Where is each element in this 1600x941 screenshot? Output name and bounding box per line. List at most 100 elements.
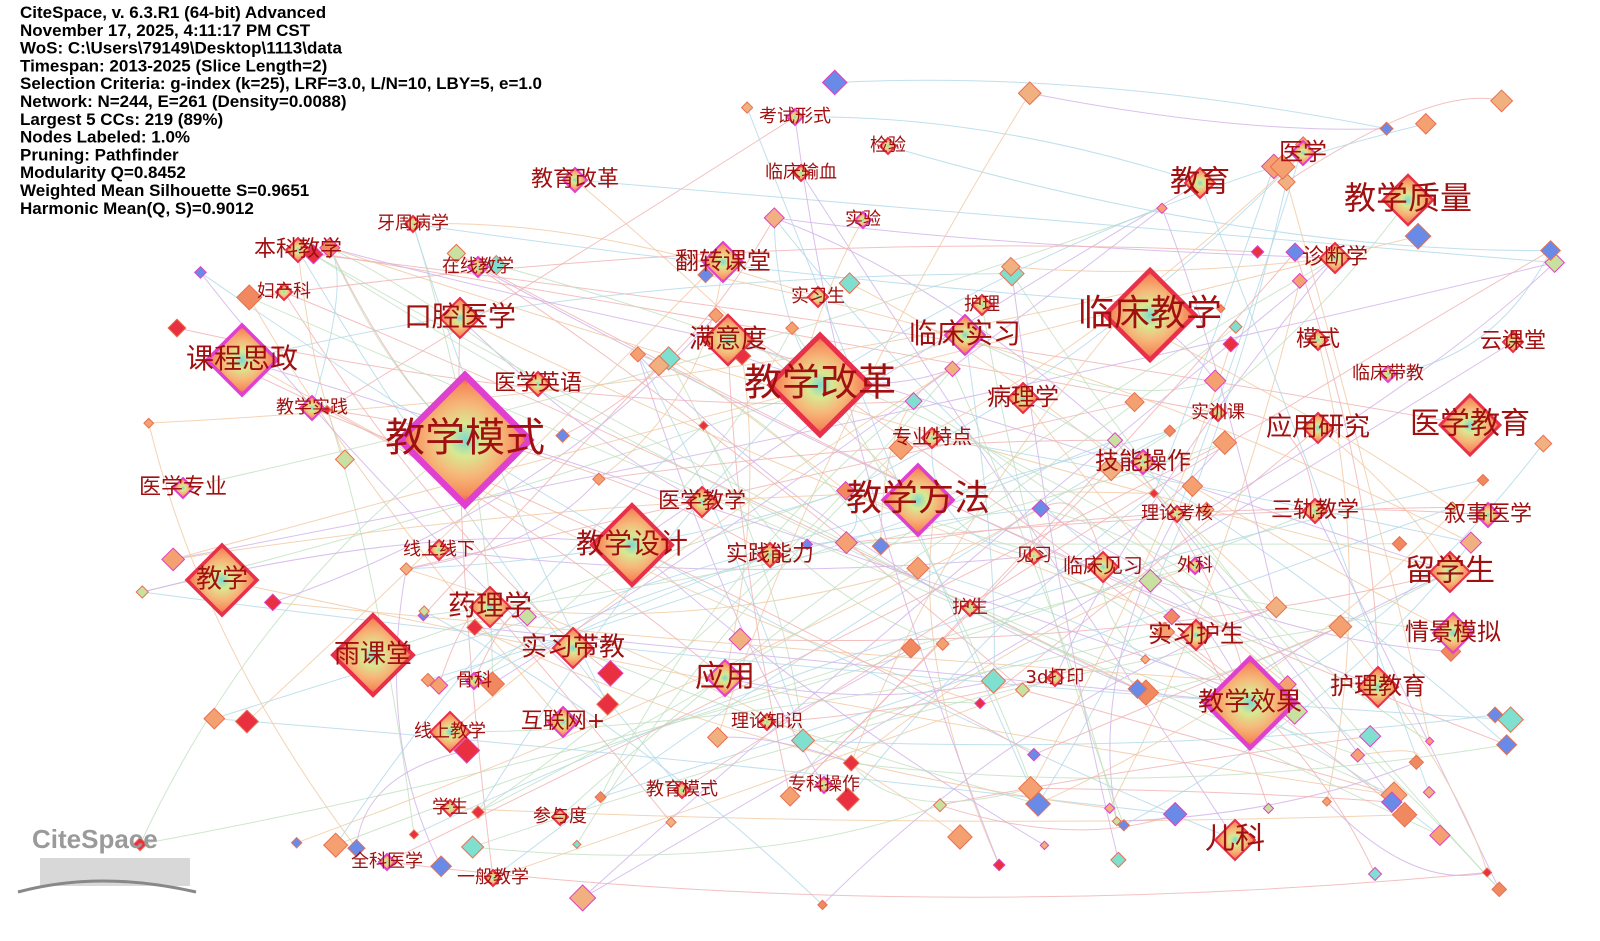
minor-node [460,835,485,859]
edge [1022,397,1508,746]
edge [456,252,1023,691]
minor-node [418,605,431,617]
minor-node [1203,369,1227,393]
edge [477,326,1237,813]
node [427,538,451,562]
node-label: 教育 [1170,165,1230,200]
node [1208,403,1228,423]
minor-node [408,829,420,840]
edge [489,567,919,615]
minor-node [1039,840,1050,851]
node [970,293,994,317]
nodes: 教学模式教学改革临床教学教学方法教学质量医学教育课程思政教学设计留学生临床实习口… [139,106,1546,888]
node-label: 云课堂 [1480,329,1546,354]
minor-node [1476,473,1490,487]
edge [794,116,1000,866]
node [1356,665,1400,709]
edge [850,288,1147,764]
edge [173,490,1155,560]
minor-node [347,838,366,858]
node [468,585,512,629]
edge [1192,485,1454,634]
node [1437,392,1503,458]
minor-node [935,636,950,651]
edge [637,354,1138,690]
minor-node [974,697,986,710]
edge [1153,166,1275,494]
edge [598,439,1116,480]
edge [297,249,683,791]
edge [929,502,1000,866]
minor-node [1497,706,1525,733]
edge [850,762,1031,803]
minor-node [1459,531,1483,554]
edge [582,257,1336,899]
minor-node [904,392,923,411]
minor-node [1162,801,1188,827]
edge [148,423,357,849]
edge [472,626,1341,848]
edge [1040,508,1451,652]
node [1301,411,1335,445]
edge [822,606,1277,906]
minor-node [1321,796,1332,807]
edge [703,425,943,645]
node [466,255,490,279]
minor-node [1163,608,1181,626]
minor-node [572,839,582,850]
edge [631,544,1045,846]
minor-node [1198,501,1215,518]
node [483,868,503,888]
node [546,705,580,739]
node [1501,330,1525,354]
node-label: 护理 [964,294,1000,315]
edge [1339,626,1488,873]
node [1183,166,1217,200]
minor-node [1350,747,1366,763]
node-label: 教学模式 [385,415,545,461]
minor-node [1429,824,1451,847]
node-label: 外科 [1177,555,1213,576]
node-label: 骨科 [456,670,492,691]
edge [1387,250,1551,375]
minor-node [1358,724,1382,748]
node [464,671,484,691]
node-label: 临床实习 [909,317,1021,350]
node-label: 临床输血 [765,162,837,183]
minor-node [1491,881,1508,898]
minor-node [1124,391,1145,413]
minor-node [1367,866,1383,882]
minor-node [900,637,922,659]
minor-node [763,207,785,229]
node-label: 医学专业 [139,475,227,500]
edge [423,610,823,906]
node-label: 参与度 [533,806,587,827]
minor-node [740,101,754,114]
minor-node [1103,802,1116,814]
edge [969,442,1226,609]
node [1179,618,1213,652]
edge [355,749,467,849]
minor-node [1534,434,1553,453]
edge [496,264,1196,567]
minor-node [167,318,187,338]
node-label: 情景模拟 [1405,618,1501,646]
edge [845,152,1304,492]
edge [789,701,981,797]
info-line: CiteSpace, v. 6.3.R1 (64-bit) Advanced [20,3,326,22]
minor-node [1446,501,1459,514]
edge [1121,316,1453,508]
edge [572,647,1039,805]
minor-node [1228,319,1243,334]
node-label: 病理学 [987,383,1059,411]
minor-node [1018,775,1044,801]
node-label: 检验 [870,135,906,156]
minor-node [429,675,449,695]
info-panel: CiteSpace, v. 6.3.R1 (64-bit) AdvancedNo… [20,3,542,218]
edge [272,601,1288,685]
minor-node [236,284,263,311]
node [757,712,777,732]
node [672,780,692,800]
minor-node [1138,568,1163,593]
node [1474,501,1502,529]
